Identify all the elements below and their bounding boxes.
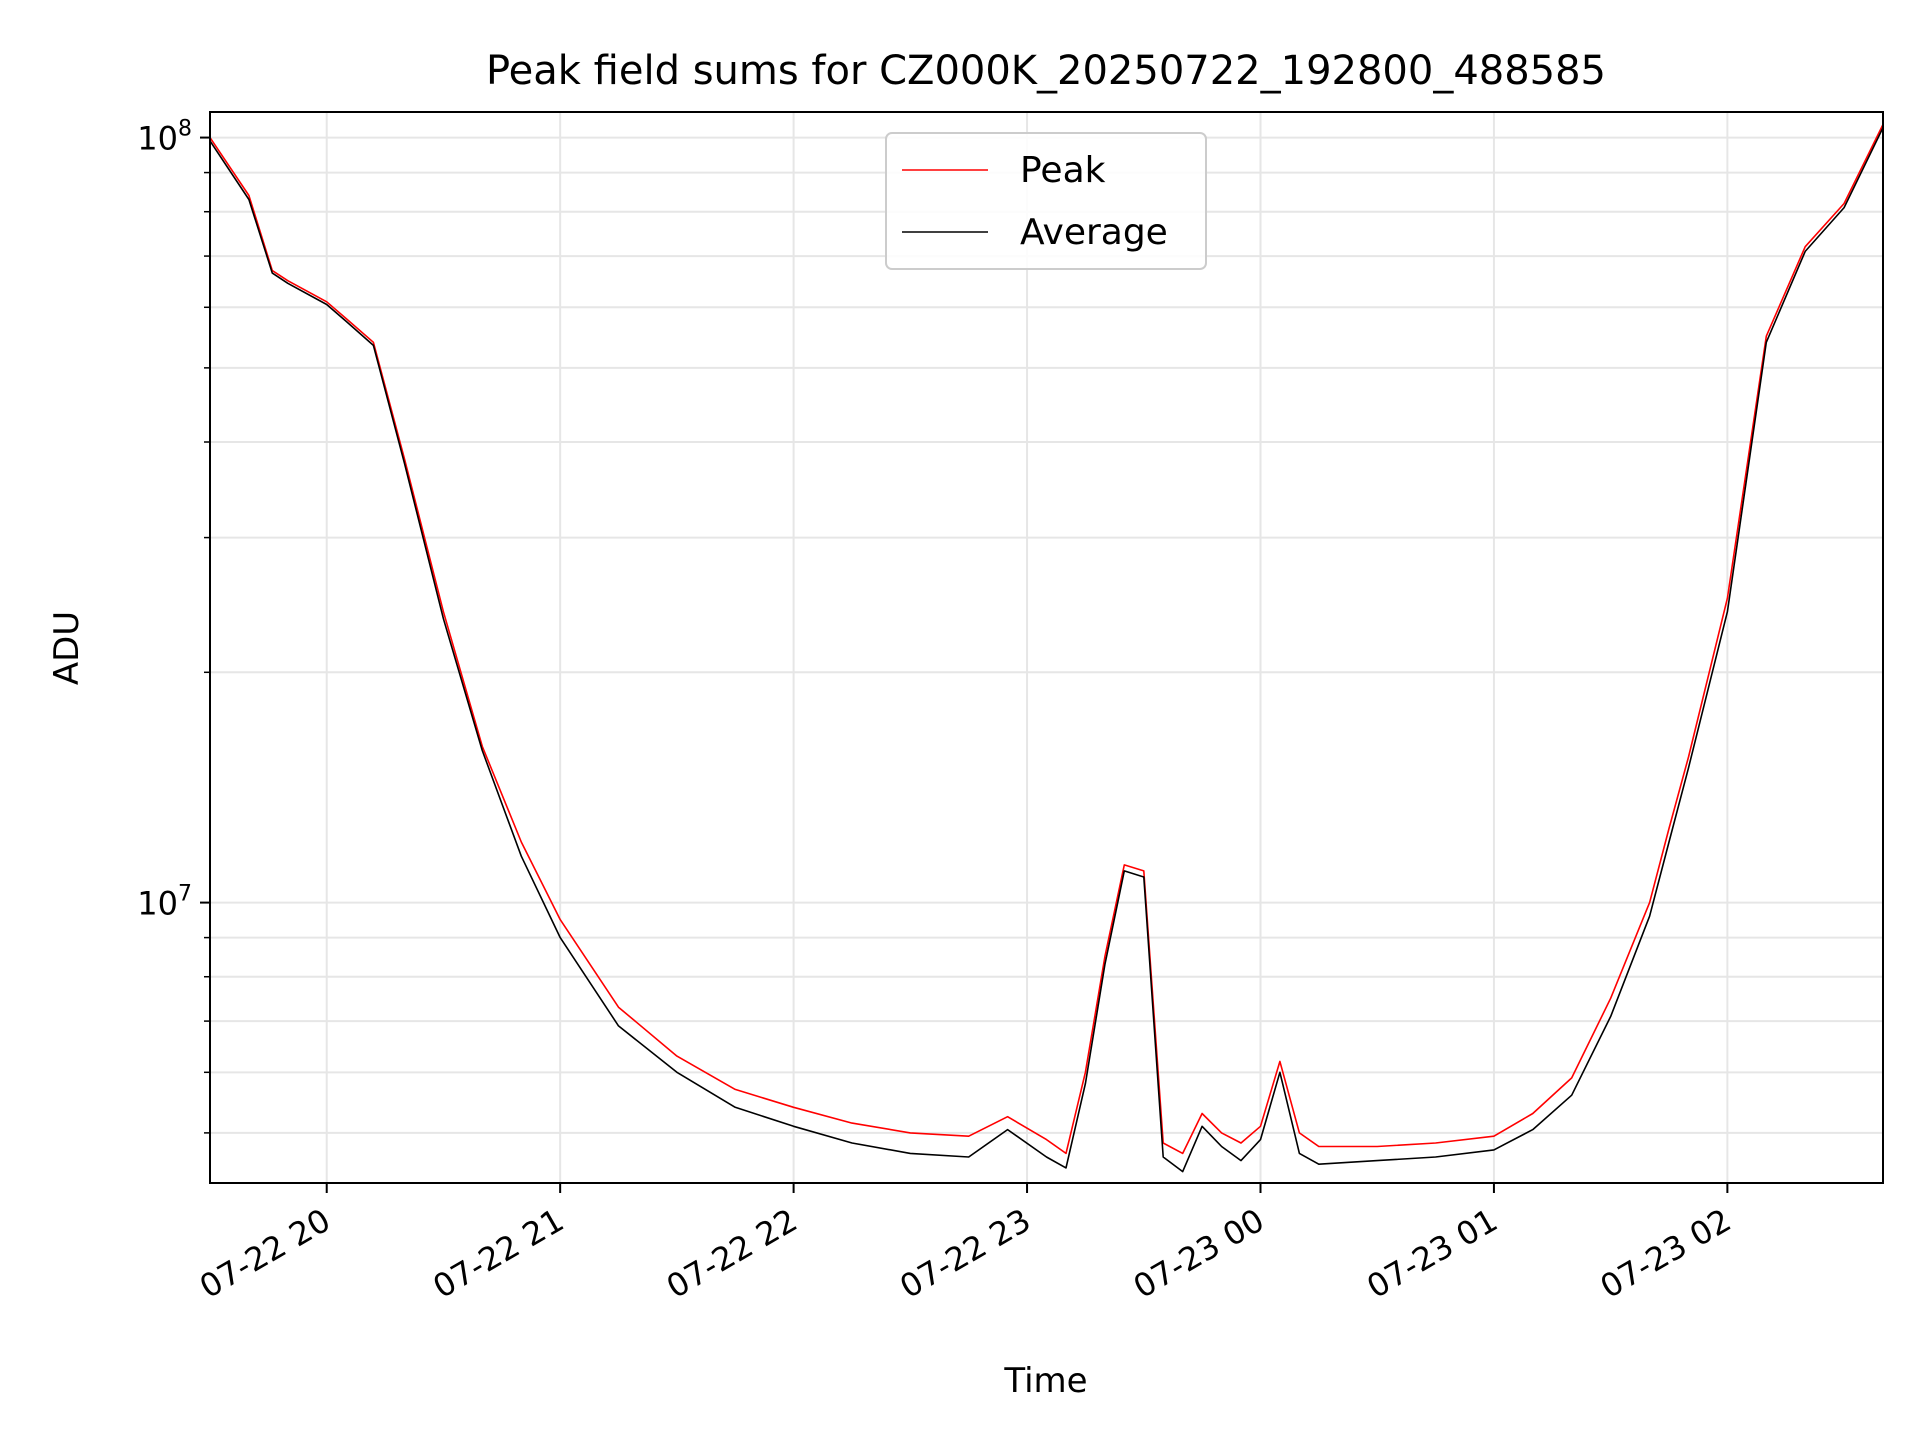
legend-box [885, 132, 1207, 270]
legend-label-average: Average [1020, 212, 1168, 253]
chart-title: Peak field sums for CZ000K_20250722_1928… [486, 48, 1606, 94]
plot-frame [209, 111, 1884, 1184]
series-line-average [209, 127, 1884, 1173]
y-axis-label: ADU [47, 611, 87, 685]
series-line-peak [209, 124, 1884, 1155]
x-axis-label: Time [1003, 1361, 1087, 1401]
series-layer [209, 124, 1884, 1173]
y-axis: 107 108 [137, 117, 210, 1134]
legend: Peak Average [885, 132, 1207, 270]
legend-label-peak: Peak [1020, 150, 1106, 191]
y-tick-label: 108 [137, 117, 192, 158]
y-tick-label: 107 [137, 882, 192, 923]
